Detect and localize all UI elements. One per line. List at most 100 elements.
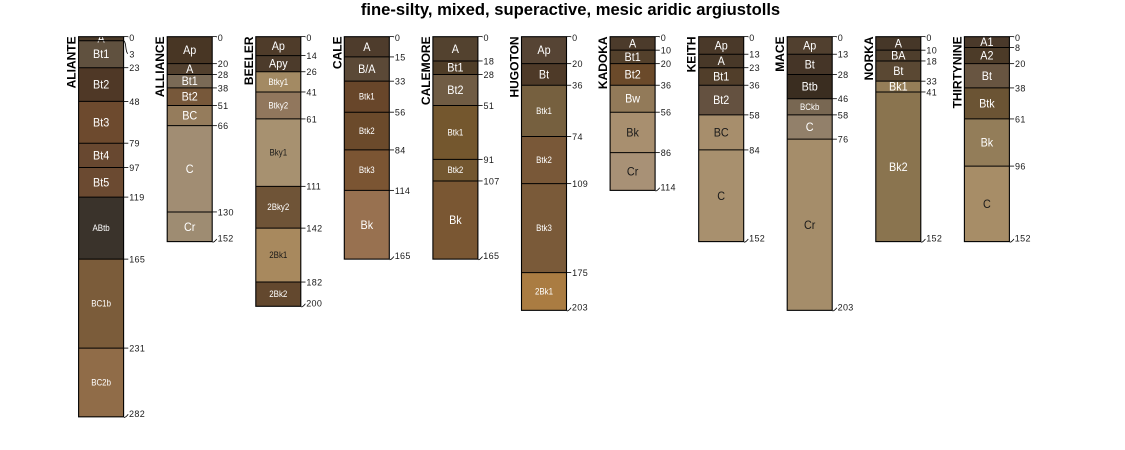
svg-text:114: 114 <box>395 186 410 196</box>
svg-text:175: 175 <box>572 268 588 278</box>
svg-text:18: 18 <box>484 56 495 66</box>
svg-text:Ap: Ap <box>272 39 285 53</box>
svg-text:NORKA: NORKA <box>862 36 876 80</box>
svg-text:Bt1: Bt1 <box>182 74 198 88</box>
svg-text:Btk: Btk <box>979 96 995 110</box>
svg-text:182: 182 <box>306 277 322 287</box>
svg-text:Bk: Bk <box>981 136 994 150</box>
svg-text:Ap: Ap <box>183 43 196 57</box>
svg-text:CALE: CALE <box>330 36 344 69</box>
svg-text:Btk3: Btk3 <box>359 165 375 175</box>
svg-text:66: 66 <box>218 121 229 131</box>
svg-text:KADOKA: KADOKA <box>596 36 610 89</box>
svg-text:0: 0 <box>306 33 311 43</box>
svg-text:51: 51 <box>218 101 229 111</box>
svg-text:Bt5: Bt5 <box>93 175 109 189</box>
svg-text:38: 38 <box>218 83 229 93</box>
svg-text:Bt: Bt <box>805 57 816 71</box>
svg-text:Cr: Cr <box>184 220 195 234</box>
svg-text:18: 18 <box>926 56 937 66</box>
svg-text:Bt2: Bt2 <box>625 67 641 81</box>
svg-text:97: 97 <box>129 163 140 173</box>
svg-text:91: 91 <box>484 155 495 165</box>
svg-text:0: 0 <box>395 33 400 43</box>
svg-text:165: 165 <box>395 251 411 261</box>
svg-text:MACE: MACE <box>773 36 787 71</box>
svg-text:Bw: Bw <box>625 92 640 106</box>
svg-text:C: C <box>983 197 991 211</box>
svg-text:THIRTYNINE: THIRTYNINE <box>950 36 964 108</box>
svg-text:152: 152 <box>218 234 234 244</box>
svg-text:41: 41 <box>926 87 937 97</box>
svg-text:2Bk2: 2Bk2 <box>269 289 287 299</box>
svg-text:Btk3: Btk3 <box>536 223 552 233</box>
svg-text:86: 86 <box>661 148 672 158</box>
svg-text:C: C <box>806 120 814 134</box>
svg-text:56: 56 <box>661 108 672 118</box>
svg-text:BCkb: BCkb <box>800 102 819 112</box>
svg-text:0: 0 <box>749 33 754 43</box>
svg-text:36: 36 <box>661 81 672 91</box>
svg-text:0: 0 <box>1015 33 1020 43</box>
svg-text:152: 152 <box>749 234 765 244</box>
svg-text:114: 114 <box>661 182 676 192</box>
svg-text:Btk2: Btk2 <box>359 126 375 136</box>
svg-text:2Bk1: 2Bk1 <box>269 250 287 260</box>
svg-text:fine-silty, mixed, superactive: fine-silty, mixed, superactive, mesic ar… <box>361 0 780 19</box>
svg-text:BC1b: BC1b <box>91 299 111 309</box>
svg-text:84: 84 <box>749 145 760 155</box>
svg-text:203: 203 <box>838 302 854 312</box>
svg-text:Btk1: Btk1 <box>448 127 464 137</box>
svg-text:13: 13 <box>749 50 760 60</box>
svg-text:Bt2: Bt2 <box>447 83 463 97</box>
svg-text:Bt2: Bt2 <box>93 78 109 92</box>
svg-text:58: 58 <box>838 110 849 120</box>
svg-text:HUGOTON: HUGOTON <box>508 36 522 97</box>
svg-text:ABtb: ABtb <box>93 223 110 233</box>
svg-text:20: 20 <box>1015 59 1026 69</box>
svg-text:36: 36 <box>749 81 760 91</box>
svg-text:B/A: B/A <box>358 62 375 76</box>
svg-text:Bt4: Bt4 <box>93 148 109 162</box>
svg-text:109: 109 <box>572 179 588 189</box>
svg-text:38: 38 <box>1015 83 1026 93</box>
svg-text:10: 10 <box>926 46 937 56</box>
svg-text:Btk2: Btk2 <box>536 155 552 165</box>
svg-text:231: 231 <box>129 343 145 353</box>
svg-text:20: 20 <box>572 59 583 69</box>
svg-text:119: 119 <box>129 193 144 203</box>
svg-text:56: 56 <box>395 108 406 118</box>
svg-text:Ap: Ap <box>537 43 550 57</box>
svg-text:0: 0 <box>926 33 931 43</box>
svg-text:Btky1: Btky1 <box>268 77 288 87</box>
svg-text:A: A <box>718 54 725 68</box>
svg-text:Cr: Cr <box>627 165 638 179</box>
svg-text:203: 203 <box>572 302 588 312</box>
svg-text:15: 15 <box>395 52 406 62</box>
svg-text:107: 107 <box>484 176 500 186</box>
svg-text:Btk2: Btk2 <box>448 165 464 175</box>
svg-text:Btk1: Btk1 <box>536 106 552 116</box>
svg-text:20: 20 <box>661 59 672 69</box>
svg-text:A: A <box>629 36 636 50</box>
svg-text:10: 10 <box>661 46 672 56</box>
svg-text:130: 130 <box>218 207 234 217</box>
svg-text:A: A <box>186 62 193 76</box>
svg-text:51: 51 <box>484 101 495 111</box>
svg-text:84: 84 <box>395 145 406 155</box>
svg-text:28: 28 <box>484 70 495 80</box>
svg-text:142: 142 <box>306 224 322 234</box>
svg-text:Bt: Bt <box>893 64 904 78</box>
svg-text:33: 33 <box>926 77 937 87</box>
svg-text:58: 58 <box>749 110 760 120</box>
svg-text:C: C <box>186 162 194 176</box>
svg-text:Bt2: Bt2 <box>182 90 198 104</box>
svg-text:200: 200 <box>306 298 322 308</box>
svg-text:96: 96 <box>1015 162 1026 172</box>
svg-text:36: 36 <box>572 81 583 91</box>
svg-text:Ap: Ap <box>803 38 816 52</box>
svg-text:Bk: Bk <box>361 218 374 232</box>
svg-text:14: 14 <box>306 51 317 61</box>
svg-text:0: 0 <box>129 33 134 43</box>
svg-text:A: A <box>452 42 459 56</box>
